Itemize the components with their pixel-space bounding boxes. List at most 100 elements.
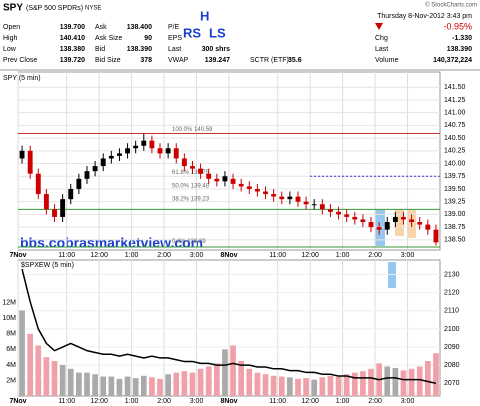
y-tick-label: 139.25 (444, 199, 466, 206)
field-label: High (3, 35, 18, 42)
candle-body (108, 155, 114, 159)
x-tick-label: 11:00 (269, 398, 286, 405)
y-tick-label: 4M (6, 362, 16, 369)
volume-bar (278, 376, 285, 396)
overlay-label: LS (209, 25, 226, 40)
overlay-label: H (200, 8, 209, 23)
volume-bar (392, 368, 399, 396)
fib-label: 50.0% 139.48 (172, 184, 210, 190)
y-tick-label: 140.75 (444, 122, 466, 129)
x-tick-label: 3:00 (401, 398, 415, 405)
volume-bar (124, 376, 131, 396)
volume-bar (173, 372, 180, 396)
overlay-label: RS (183, 25, 201, 40)
candle-body (141, 140, 147, 146)
y-tick-label: 139.50 (444, 186, 466, 193)
candle-body (392, 216, 398, 223)
y2-tick-label: 2090 (444, 344, 460, 351)
volume-bar (416, 366, 423, 396)
x-tick-label: 1:00 (336, 398, 350, 405)
volume-bar (335, 376, 342, 396)
field-value: 90 (144, 35, 152, 42)
y2-tick-label: 2100 (444, 326, 460, 333)
volume-bar (262, 374, 269, 396)
volume-bar (319, 377, 326, 396)
x-tick-label: 12:00 (301, 252, 319, 259)
volume-bar (140, 375, 147, 396)
volume-bar (84, 372, 90, 396)
field-label: Low (3, 46, 17, 53)
candle-body (92, 166, 98, 172)
x-tick-label: 2:00 (368, 252, 382, 259)
candle-body (68, 188, 74, 200)
volume-bar (59, 364, 66, 396)
highlight-box (395, 210, 404, 236)
x-tick-label: 12:00 (301, 398, 319, 405)
volume-bar (222, 349, 228, 396)
y2-tick-label: 2080 (444, 362, 460, 369)
volume-bar (108, 376, 115, 396)
field-label: Open (3, 24, 20, 31)
volume-bar (327, 375, 334, 396)
candle-body (181, 158, 187, 167)
y2-tick-label: 2070 (444, 380, 460, 387)
y-tick-label: 140.25 (444, 148, 466, 155)
field-label: P/E (168, 24, 180, 31)
candle-body (27, 150, 33, 174)
volume-bar (384, 366, 391, 396)
volume-bar (360, 371, 366, 396)
candle-body (149, 140, 155, 149)
y-tick-label: 141.00 (444, 110, 466, 117)
candle-body (417, 222, 423, 225)
y-tick-label: 140.00 (444, 160, 466, 167)
field-label: EPS (168, 35, 182, 42)
volume-bar (51, 361, 58, 396)
x-tick-label: 2:00 (157, 398, 171, 405)
fib-label: 38.2% 139.23 (172, 196, 210, 202)
x-tick-label: 2:00 (157, 252, 171, 259)
candle-body (84, 171, 90, 179)
field-value: 139.720 (60, 57, 85, 64)
candle-body (35, 173, 41, 195)
candle-body (360, 219, 366, 223)
y-tick-label: 141.50 (444, 84, 466, 91)
field-value: 138.390 (447, 46, 472, 53)
volume-bar (270, 375, 277, 396)
volume-bar (433, 353, 439, 396)
x-tick-label: 11:00 (58, 398, 75, 405)
field-value: 139.247 (205, 57, 230, 64)
volume-bar (43, 357, 50, 396)
x-tick-label: 3:00 (190, 398, 204, 405)
volume-bar (238, 361, 245, 396)
candle-body (328, 209, 333, 212)
candle-body (173, 148, 179, 159)
datetime: Thursday 8-Nov-2012 3:43 pm (377, 13, 472, 20)
x-tick-label: 1:00 (125, 398, 139, 405)
x-tick-label: 1:00 (336, 252, 350, 259)
candle-body (319, 204, 325, 210)
x-tick-label: 11:00 (269, 252, 286, 259)
quote-header (0, 0, 480, 70)
volume-bar (205, 366, 212, 396)
candle-body (295, 196, 301, 202)
candle-body (368, 222, 374, 228)
y-tick-label: 12M (2, 300, 16, 307)
candle-body (125, 148, 130, 154)
fib-label: 100.0% 140.59 (172, 127, 213, 133)
candle-body (287, 196, 293, 200)
volume-bar (230, 345, 236, 396)
fib-label: 0.0% 138.39 (172, 239, 206, 245)
volume-bar (197, 368, 204, 396)
volume-bar (303, 378, 309, 396)
candle-body (344, 214, 350, 217)
candle-body (425, 224, 431, 230)
candle-body (100, 158, 106, 167)
candle-body (117, 153, 122, 156)
field-label: Volume (375, 57, 398, 64)
field-value: 139.700 (60, 24, 85, 31)
candle-body (157, 148, 163, 154)
field-label: Bid Size (95, 57, 121, 64)
volume-bar (424, 361, 431, 396)
candle-body (19, 150, 25, 159)
candle-body (133, 145, 139, 149)
